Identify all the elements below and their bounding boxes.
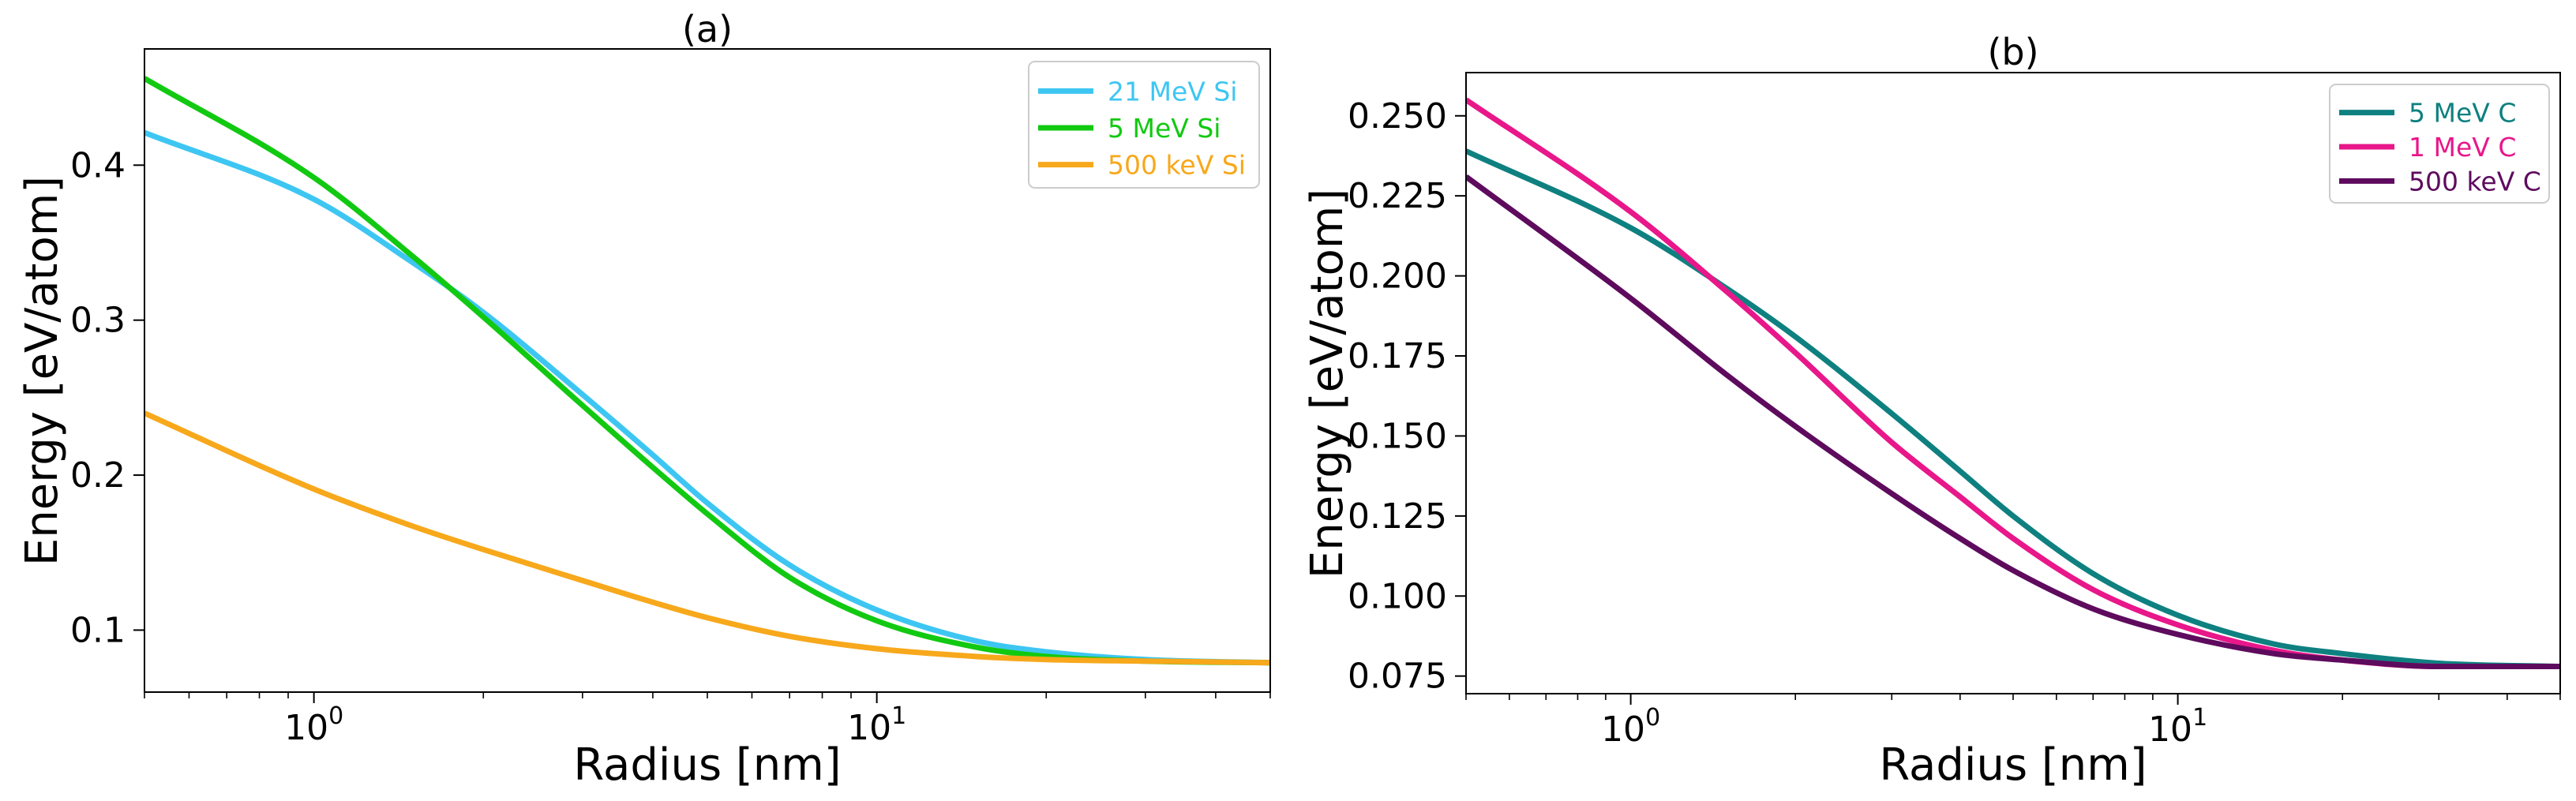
panel-b-legend-label: 1 MeV C xyxy=(2409,132,2516,163)
panel-a-frame xyxy=(144,48,1271,693)
panel-b-x-tick-label: 100 xyxy=(1601,704,1660,750)
panel-a-legend: 21 MeV Si 5 MeV Si 500 keV Si xyxy=(1028,61,1260,189)
panel-a-x-tick-label: 100 xyxy=(284,702,343,748)
panel-b-y-tick-label: 0.100 xyxy=(1348,576,1447,616)
panel-a-title: (a) xyxy=(682,8,733,51)
panel-b-y-tick-label: 0.125 xyxy=(1348,496,1447,537)
panel-a-x-tick-label: 101 xyxy=(847,702,906,748)
panel-a-y-tick-label: 0.2 xyxy=(70,455,126,496)
panel-b-ylabel: Energy [eV/atom] xyxy=(1302,189,1353,578)
panel-b-series-5-mev-c xyxy=(1466,148,2560,670)
panel-a-legend-label: 5 MeV Si xyxy=(1108,113,1221,144)
panel-a-legend-label: 500 keV Si xyxy=(1108,150,1246,181)
panel-b-frame xyxy=(1465,72,2561,694)
panel-a-ylabel: Energy [eV/atom] xyxy=(17,176,68,566)
panel-b-x-tick-label: 101 xyxy=(2148,704,2207,750)
panel-a-series-5-mev-si xyxy=(144,76,1270,666)
panel-b: (b) 100 101 0.075 0.100 0.125 0.150 0.175 0.200… xyxy=(1302,31,2561,791)
panel-b-y-tick-label: 0.075 xyxy=(1348,657,1447,697)
panel-a-y-tick-label: 0.3 xyxy=(70,301,126,341)
panel-a-series-21-mev-si xyxy=(144,129,1270,666)
panel-a-legend-label: 21 MeV Si xyxy=(1108,76,1237,107)
panel-b-series-500-kev-c xyxy=(1466,174,2560,670)
panel-b-y-tick-label: 0.150 xyxy=(1348,416,1447,456)
panel-a: (a) 100 101 0.1 0.2 0.3 0.4 Radius [nm] Energ… xyxy=(17,8,1271,791)
panel-b-y-tick-label: 0.225 xyxy=(1348,176,1447,216)
panel-b-title: (b) xyxy=(1987,31,2038,73)
panel-b-legend-label: 5 MeV C xyxy=(2409,98,2516,129)
panel-b-y-tick-label: 0.250 xyxy=(1348,96,1447,137)
panel-b-y-tick-label: 0.175 xyxy=(1348,336,1447,376)
panel-a-y-tick-label: 0.4 xyxy=(70,145,126,185)
panel-b-y-tick-label: 0.200 xyxy=(1348,256,1447,297)
panel-a-series-500-kev-si xyxy=(144,410,1270,666)
panel-a-y-tick-label: 0.1 xyxy=(70,610,126,650)
panel-b-legend-label: 500 keV C xyxy=(2409,166,2541,197)
panel-a-xlabel: Radius [nm] xyxy=(573,739,841,791)
panel-b-xlabel: Radius [nm] xyxy=(1879,739,2147,791)
